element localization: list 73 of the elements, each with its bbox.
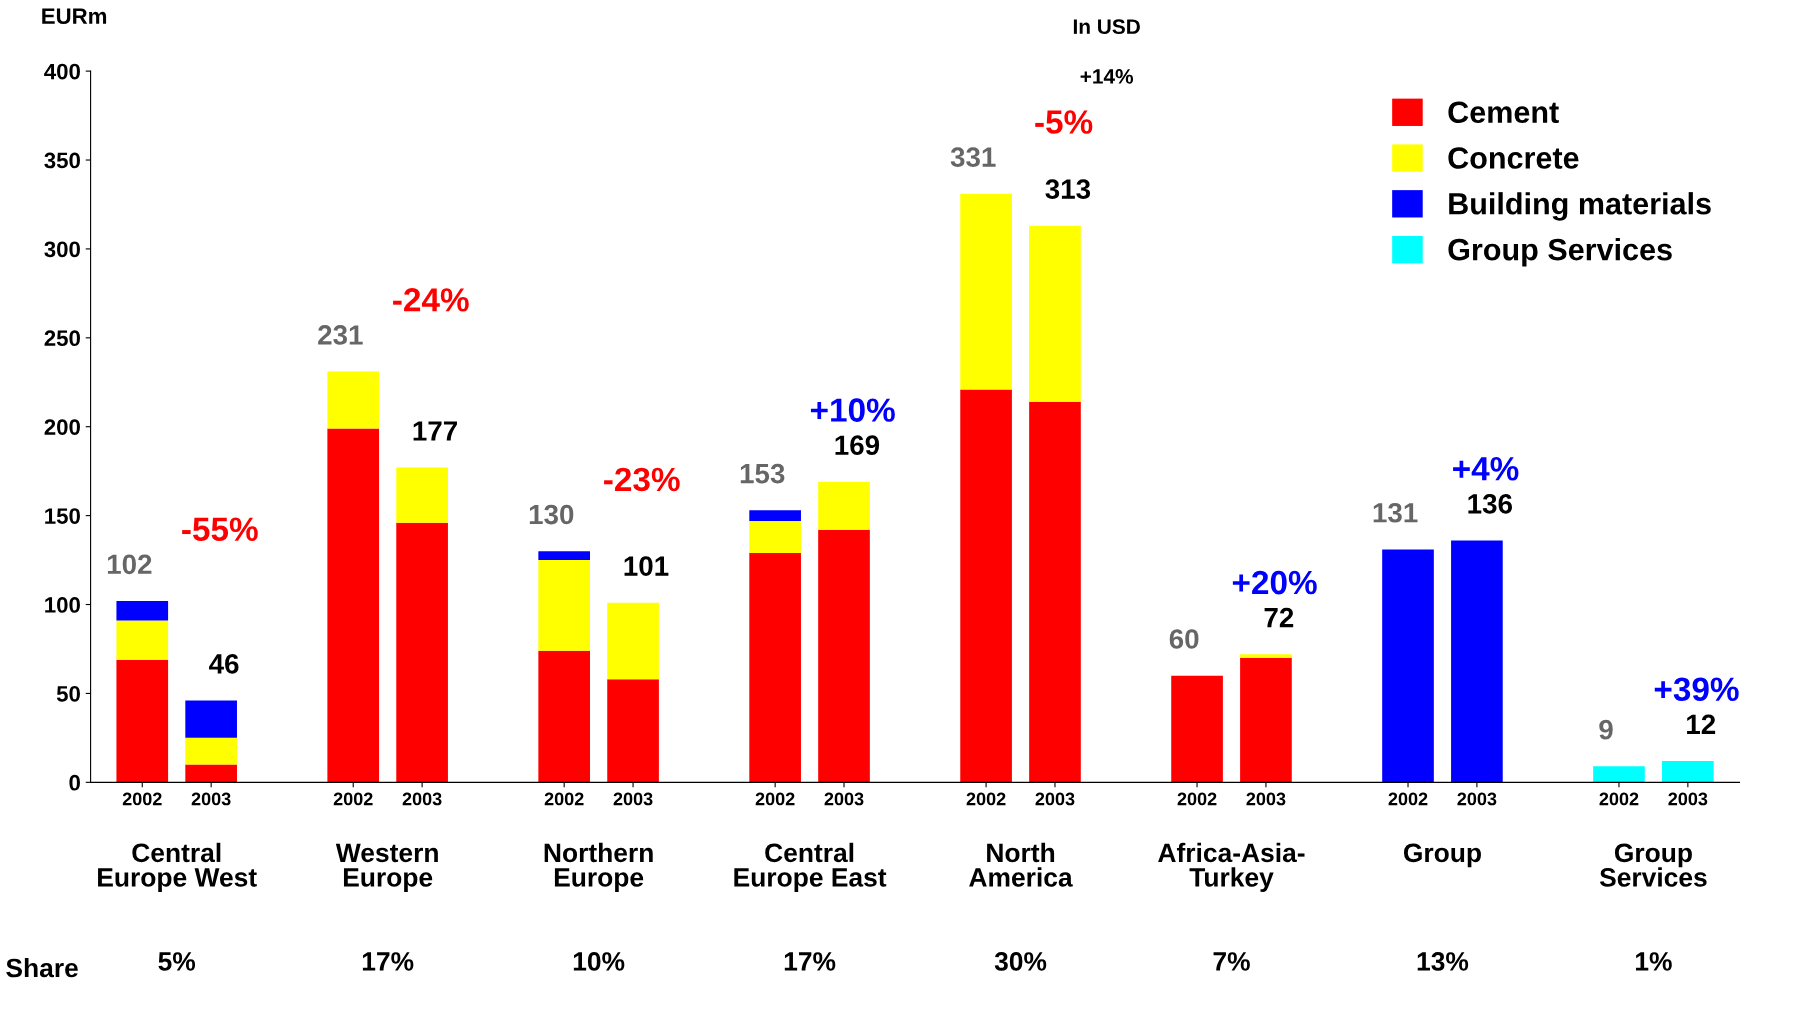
total-label: 9 xyxy=(1599,719,1613,740)
x-tick-label: 2002 xyxy=(1388,792,1428,806)
x-tick-label: 2002 xyxy=(1177,792,1217,806)
y-tick-label: 400 xyxy=(44,63,80,80)
legend-label: Building materials xyxy=(1449,192,1711,221)
legend-label: Concrete xyxy=(1448,147,1579,169)
legend-label: Group Services xyxy=(1448,238,1672,267)
total-label: 46 xyxy=(209,654,239,674)
total-label: 153 xyxy=(740,463,785,484)
text: Central Europe East xyxy=(734,842,887,892)
annotation: +10% xyxy=(810,398,895,422)
total-label: 131 xyxy=(1373,502,1418,523)
total-label: 101 xyxy=(624,556,669,576)
y-tick-label: 250 xyxy=(44,330,80,347)
text: 10% xyxy=(573,952,625,971)
total-label: 313 xyxy=(1045,179,1091,200)
y-tick-label: 0 xyxy=(69,774,80,791)
text: 7% xyxy=(1213,952,1250,971)
x-tick-label: 2003 xyxy=(402,792,442,806)
x-tick-label: 2003 xyxy=(1668,792,1708,806)
x-tick-label: 2003 xyxy=(1035,792,1075,806)
x-tick-label: 2003 xyxy=(824,792,864,806)
text: 1% xyxy=(1636,952,1672,971)
text: North America xyxy=(969,842,1073,887)
text: 13% xyxy=(1417,952,1469,971)
annotation: -23% xyxy=(604,467,680,492)
text: Central Europe West xyxy=(98,842,257,892)
text: Africa-Asia- Turkey xyxy=(1158,842,1305,892)
x-tick-label: 2003 xyxy=(613,792,653,806)
annotation: +4% xyxy=(1453,457,1519,481)
text: In USD xyxy=(1073,19,1140,35)
total-label: 12 xyxy=(1687,714,1716,734)
y-tick-label: 150 xyxy=(45,508,80,524)
x-tick-label: 2002 xyxy=(122,792,162,806)
x-tick-label: 2003 xyxy=(191,792,231,806)
text: 17% xyxy=(362,952,414,971)
annotation: -55% xyxy=(182,517,258,542)
x-tick-label: 2003 xyxy=(1457,792,1497,806)
total-label: 130 xyxy=(529,504,574,525)
total-label: 169 xyxy=(835,435,880,456)
total-label: 102 xyxy=(107,554,152,575)
y-tick-label: 100 xyxy=(45,597,80,613)
total-label: 72 xyxy=(1264,607,1294,628)
total-label: 231 xyxy=(318,325,363,345)
text: 30% xyxy=(994,952,1047,971)
legend-label: Cement xyxy=(1448,101,1559,124)
annotation: -24% xyxy=(393,288,469,312)
total-label: 331 xyxy=(950,147,996,168)
x-tick-label: 2003 xyxy=(1246,792,1286,806)
text: Northern Europe xyxy=(544,842,653,892)
text: Group Services xyxy=(1599,843,1707,887)
text: Group xyxy=(1403,843,1481,868)
x-tick-label: 2002 xyxy=(755,792,795,806)
annotation: +14% xyxy=(1080,69,1134,84)
y-axis-title: EURm xyxy=(42,8,107,25)
text: Share xyxy=(6,957,78,978)
text: Western Europe xyxy=(335,843,438,892)
x-tick-label: 2002 xyxy=(544,792,584,806)
text: 17% xyxy=(784,952,836,971)
total-label: 177 xyxy=(413,421,457,441)
annotation: +20% xyxy=(1232,570,1317,595)
text: 5% xyxy=(158,952,196,971)
x-tick-label: 2002 xyxy=(966,792,1006,806)
y-tick-label: 300 xyxy=(44,241,80,258)
y-tick-label: 200 xyxy=(44,419,80,435)
x-tick-label: 2002 xyxy=(1599,792,1639,806)
total-label: 136 xyxy=(1468,494,1512,514)
x-tick-label: 2002 xyxy=(333,792,373,806)
annotation: -5% xyxy=(1035,110,1093,134)
annotation: +39% xyxy=(1654,677,1739,702)
y-tick-label: 350 xyxy=(44,152,80,169)
total-label: 60 xyxy=(1169,629,1199,649)
y-tick-label: 50 xyxy=(56,685,80,702)
